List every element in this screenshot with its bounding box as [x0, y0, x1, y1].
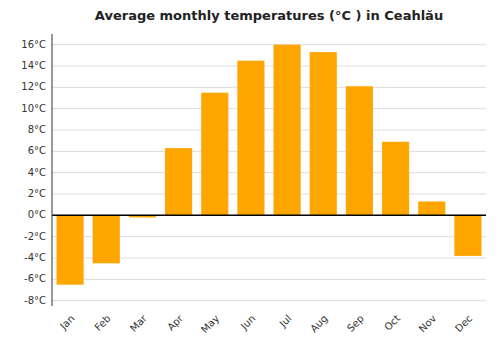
bar: [93, 215, 120, 263]
y-tick-label: 8°C: [28, 124, 46, 135]
x-tick-label: Mar: [128, 312, 150, 334]
bars: [57, 45, 482, 285]
grid-line: [52, 172, 486, 173]
x-tick-label: Aug: [308, 313, 330, 335]
grid-line: [52, 215, 486, 216]
x-tick-label: Sep: [345, 313, 366, 334]
y-tick-label: -2°C: [24, 231, 46, 242]
bar: [237, 61, 264, 216]
x-tick-labels: Jan Feb Mar Apr May Jun Jul Aug Sep Oct Nov Dec: [57, 312, 474, 335]
y-tick-label: 10°C: [21, 103, 46, 114]
y-axis-line: [52, 34, 53, 306]
x-tick-label: Apr: [165, 312, 186, 333]
bar: [346, 86, 373, 215]
x-tick-label: Feb: [92, 313, 112, 333]
grid-line: [52, 66, 486, 67]
grid: [52, 45, 486, 301]
grid-line: [52, 300, 486, 301]
y-tick-label: 0°C: [28, 209, 46, 220]
bar: [201, 93, 228, 216]
x-tick-label: Jan: [57, 313, 76, 332]
x-tick-label: Oct: [382, 313, 402, 333]
bar: [274, 45, 301, 216]
x-tick-label: Jul: [277, 313, 294, 330]
bar: [454, 215, 481, 256]
x-tick-label: May: [199, 313, 221, 335]
grid-line: [52, 87, 486, 88]
y-tick-label: -6°C: [24, 273, 46, 284]
bar: [418, 201, 445, 215]
grid-line: [52, 130, 486, 131]
y-tick-label: 4°C: [28, 167, 46, 178]
y-tick-label: -4°C: [24, 252, 46, 263]
y-tick-label: 16°C: [21, 39, 46, 50]
bar: [310, 52, 337, 215]
chart-container: -8°C -6°C -4°C -2°C 0°C 2°C 4°C 6°C 8°C 10°C 12°C 1…: [0, 0, 500, 350]
x-tick-label: Jun: [238, 313, 258, 333]
bar: [165, 148, 192, 215]
chart: -8°C -6°C -4°C -2°C 0°C 2°C 4°C 6°C 8°C 10°C 12°C 1…: [0, 0, 500, 350]
y-tick-labels: -8°C -6°C -4°C -2°C 0°C 2°C 4°C 6°C 8°C 10°C 12°C 1…: [21, 39, 46, 306]
x-tick-label: Nov: [417, 313, 439, 335]
grid-line: [52, 108, 486, 109]
zero-line: [52, 215, 486, 217]
y-tick-label: 12°C: [21, 81, 46, 92]
grid-line: [52, 279, 486, 280]
x-tick-label: Dec: [453, 313, 474, 334]
y-tick-label: 14°C: [21, 60, 46, 71]
bar: [57, 215, 84, 284]
y-tick-label: 2°C: [28, 188, 46, 199]
y-tick-label: -8°C: [24, 295, 46, 306]
grid-line: [52, 44, 486, 45]
title: Average monthly temperatures (°C ) in Ce…: [95, 8, 443, 23]
grid-line: [52, 151, 486, 152]
y-tick-label: 6°C: [28, 145, 46, 156]
bar: [382, 142, 409, 216]
grid-line: [52, 194, 486, 195]
